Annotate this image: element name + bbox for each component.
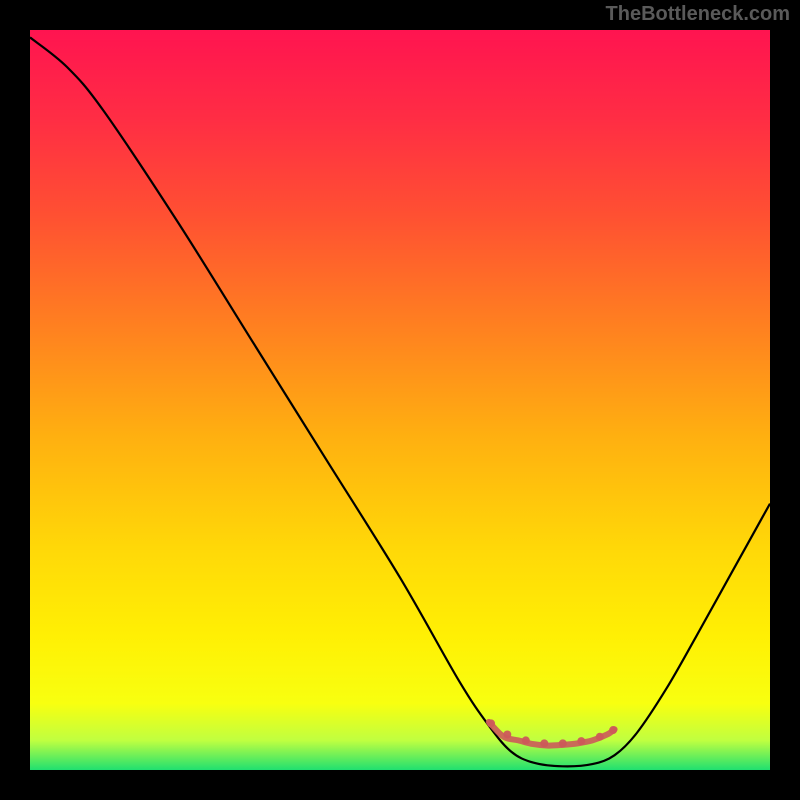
gradient-background — [30, 30, 770, 770]
chart-container: TheBottleneck.com — [0, 0, 800, 800]
bottleneck-chart — [0, 0, 800, 800]
watermark-text: TheBottleneck.com — [606, 3, 790, 26]
